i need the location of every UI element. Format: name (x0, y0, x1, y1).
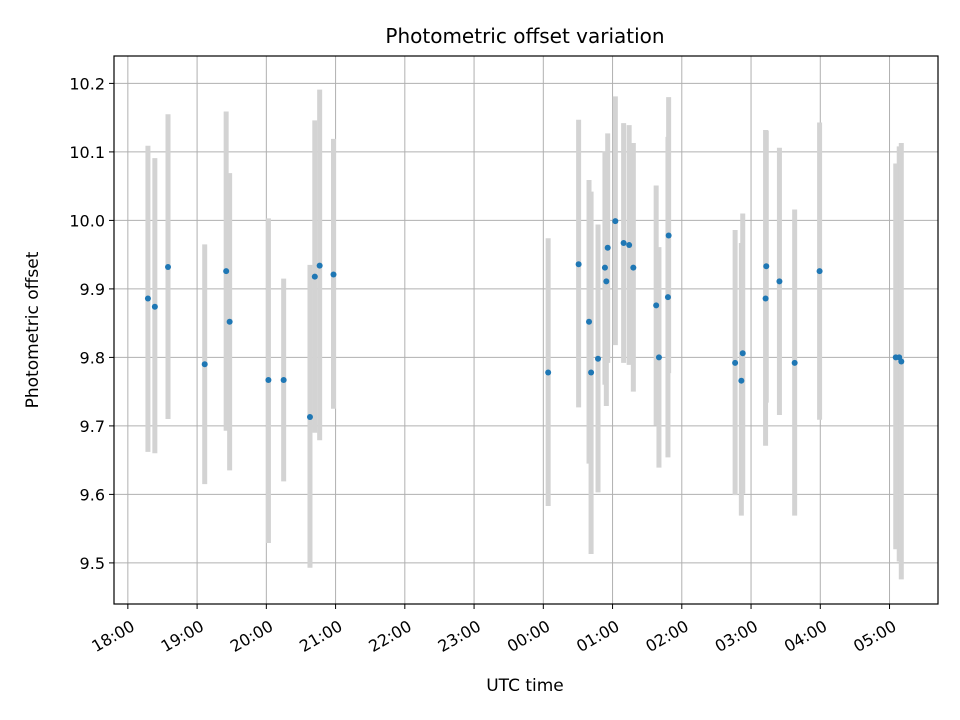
data-point (588, 369, 595, 376)
data-point (595, 355, 602, 362)
data-point (330, 271, 337, 278)
data-point (776, 278, 783, 285)
y-tick-label: 10.0 (69, 211, 105, 230)
data-point (603, 278, 610, 285)
data-point (265, 377, 272, 384)
y-tick-label: 9.8 (80, 348, 105, 367)
data-point (306, 413, 313, 420)
data-point (655, 354, 662, 361)
data-point (626, 242, 633, 249)
data-point (612, 218, 619, 225)
data-point (311, 273, 318, 280)
y-axis-ticks: 9.5 9.6 9.7 9.8 9.9 10.0 10.1 10.2 (69, 74, 114, 573)
y-tick-label: 9.5 (80, 554, 105, 573)
data-point (762, 295, 769, 302)
data-point (545, 369, 552, 376)
data-point (738, 377, 745, 384)
chart-title: Photometric offset variation (385, 24, 664, 48)
data-point (604, 244, 611, 251)
data-point (601, 264, 608, 271)
y-tick-label: 9.6 (80, 485, 105, 504)
data-points (144, 218, 905, 420)
data-point (586, 318, 593, 325)
y-tick-label: 9.7 (80, 417, 105, 436)
data-point (653, 302, 660, 309)
data-point (898, 358, 905, 365)
data-point (316, 262, 323, 269)
plot-frame (113, 55, 939, 605)
data-point (165, 263, 172, 270)
data-point (575, 261, 582, 268)
data-point (226, 318, 233, 325)
data-point (791, 359, 798, 366)
data-point (763, 263, 770, 270)
y-tick-label: 9.9 (80, 280, 105, 299)
data-point (151, 303, 158, 310)
data-point (739, 350, 746, 357)
data-point (732, 359, 739, 366)
data-point (630, 264, 637, 271)
data-point (664, 294, 671, 301)
data-point (223, 268, 230, 275)
data-point (280, 377, 287, 384)
data-point (144, 295, 151, 302)
y-tick-label: 10.2 (69, 74, 105, 93)
y-axis-title: Photometric offset (23, 251, 43, 408)
y-tick-label: 10.1 (69, 143, 105, 162)
data-point (620, 240, 627, 247)
data-point (665, 232, 672, 239)
x-axis-title: UTC time (486, 676, 564, 696)
data-point (201, 361, 208, 368)
data-point (816, 268, 823, 275)
